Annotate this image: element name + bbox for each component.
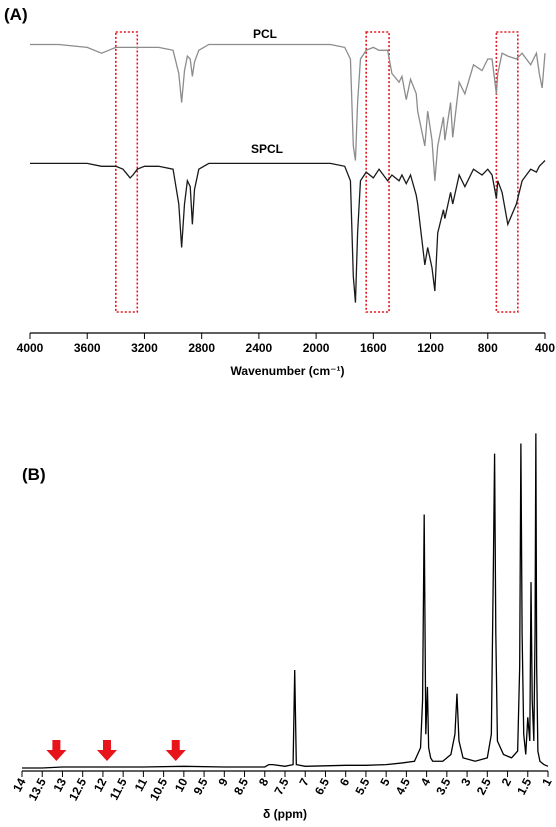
x-tick-label: 7 bbox=[296, 776, 312, 789]
x-tick-label: 9 bbox=[215, 776, 231, 789]
x-tick-label: 13 bbox=[50, 776, 69, 795]
x-tick-label: 2 bbox=[499, 776, 515, 789]
x-tick-label: 3200 bbox=[131, 341, 158, 355]
x-axis-label: δ (ppm) bbox=[263, 807, 307, 821]
x-tick-label: 11 bbox=[132, 776, 150, 794]
arrow-marker bbox=[46, 740, 67, 761]
x-tick-label: 8.5 bbox=[231, 776, 251, 798]
x-tick-label: 11.5 bbox=[107, 776, 130, 803]
spectrum-line bbox=[30, 43, 546, 181]
x-tick-label: 1200 bbox=[417, 341, 444, 355]
x-tick-label: 5.5 bbox=[352, 776, 372, 798]
x-tick-label: 4 bbox=[418, 776, 434, 789]
x-tick-label: 2.5 bbox=[474, 776, 494, 798]
arrow-marker bbox=[96, 740, 117, 761]
x-tick-label: 1 bbox=[539, 776, 555, 789]
x-tick-label: 6 bbox=[337, 776, 353, 789]
arrow-marker bbox=[165, 740, 186, 761]
x-tick-label: 2000 bbox=[303, 341, 330, 355]
x-tick-label: 10.5 bbox=[147, 776, 170, 803]
x-tick-label: 800 bbox=[478, 341, 498, 355]
x-tick-label: 3600 bbox=[74, 341, 101, 355]
x-axis-label: Wavenumber (cm⁻¹) bbox=[231, 364, 345, 378]
x-tick-label: 6.5 bbox=[312, 776, 332, 798]
x-tick-label: 3 bbox=[458, 776, 474, 789]
x-tick-label: 1.5 bbox=[514, 776, 534, 798]
x-tick-label: 12.5 bbox=[66, 776, 89, 803]
x-tick-label: 13.5 bbox=[26, 776, 49, 803]
x-tick-label: 14 bbox=[10, 776, 29, 795]
highlight-box bbox=[495, 31, 519, 313]
x-tick-label: 1600 bbox=[360, 341, 387, 355]
highlight-box bbox=[115, 31, 139, 313]
series-label: SPCL bbox=[251, 142, 283, 156]
panel-label: (B) bbox=[22, 465, 46, 484]
panel-label: (A) bbox=[4, 5, 28, 24]
series-label: PCL bbox=[253, 27, 277, 41]
x-tick-label: 5 bbox=[377, 776, 393, 789]
x-tick-label: 4000 bbox=[17, 341, 44, 355]
x-tick-label: 400 bbox=[535, 341, 555, 355]
x-tick-label: 10 bbox=[172, 776, 191, 795]
spectrum-line bbox=[22, 433, 549, 769]
x-tick-label: 4.5 bbox=[393, 776, 413, 798]
x-tick-label: 8 bbox=[256, 776, 272, 789]
x-tick-label: 3.5 bbox=[433, 776, 453, 798]
x-tick-label: 9.5 bbox=[191, 776, 211, 798]
x-tick-label: 2800 bbox=[188, 341, 215, 355]
spectrum-line bbox=[30, 160, 546, 303]
x-tick-label: 2400 bbox=[246, 341, 273, 355]
x-tick-label: 7.5 bbox=[271, 776, 291, 798]
x-tick-label: 12 bbox=[91, 776, 110, 795]
